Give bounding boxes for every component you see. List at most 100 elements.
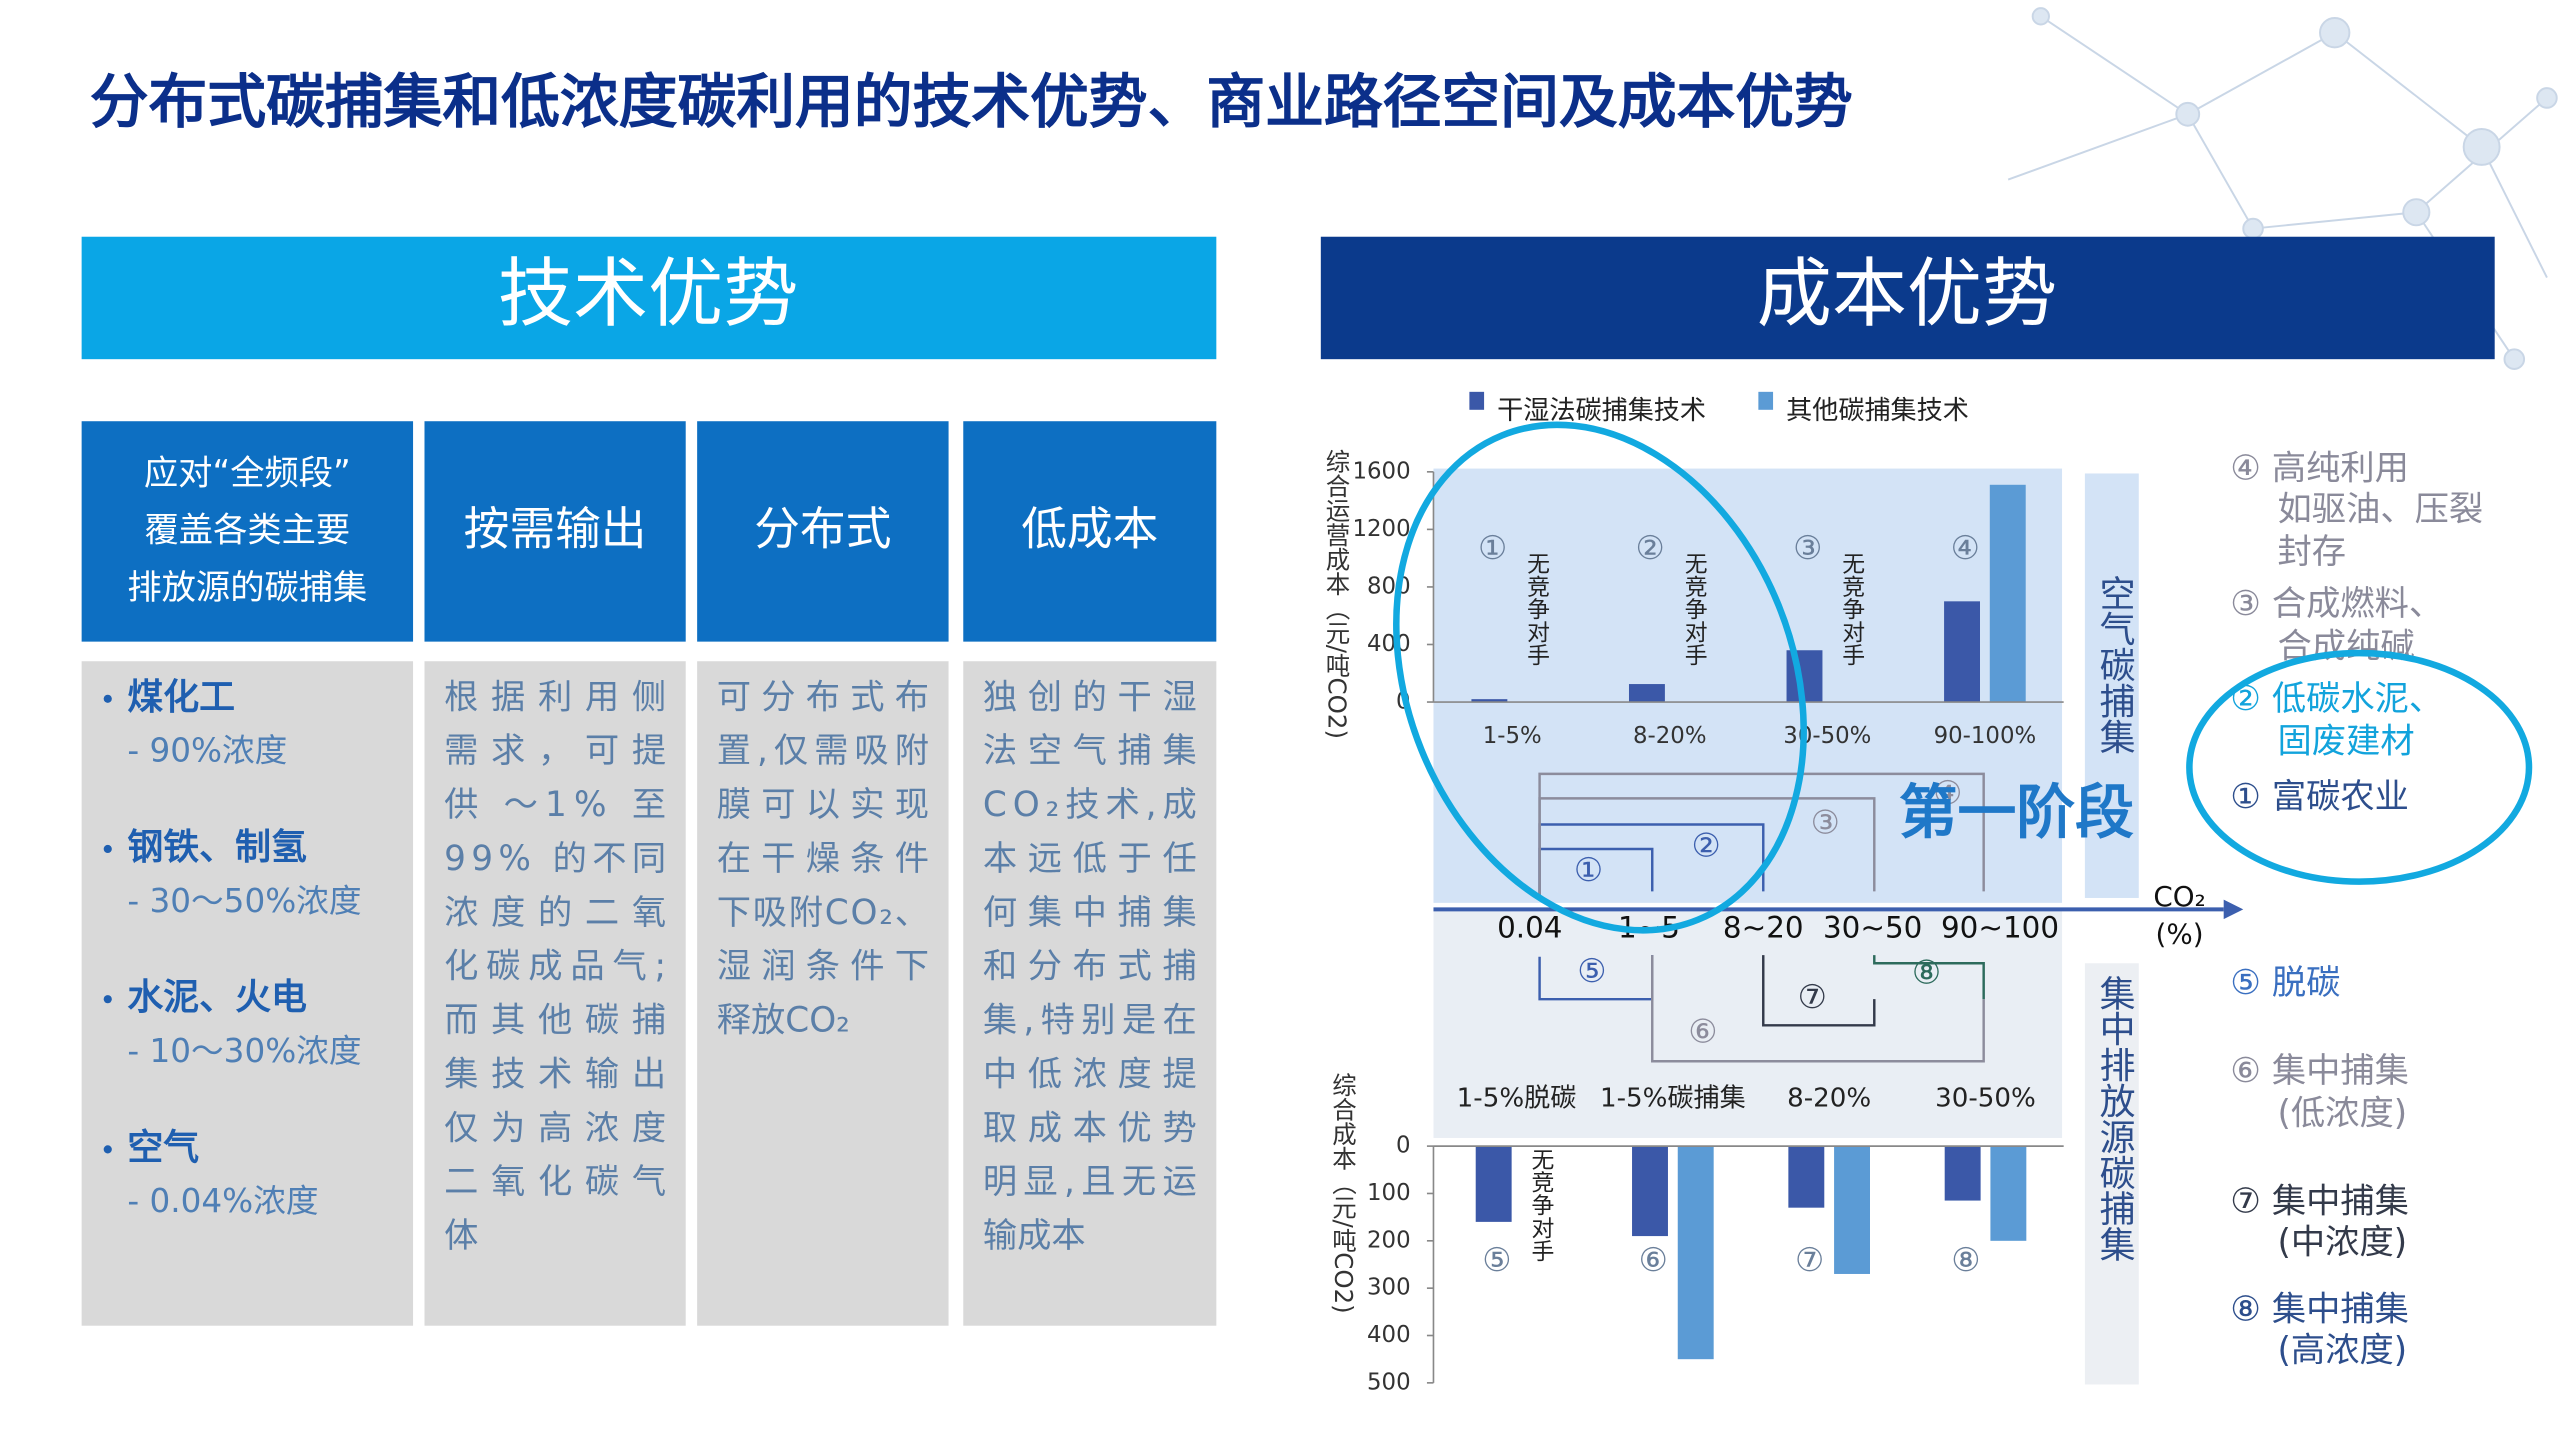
column-body-cell: [697, 661, 949, 1326]
y-tick-label: 1200: [1352, 516, 1410, 542]
body-line: 中低浓度提: [983, 1054, 1197, 1094]
column-header-cell: [81, 421, 414, 642]
body-line: 明显,且无运: [983, 1162, 1197, 1202]
legend-label: 干湿法碳捕集技术: [1497, 396, 1706, 426]
list-line: (中浓度): [2278, 1223, 2408, 1263]
item-head: 空气: [127, 1127, 199, 1168]
body-line: CO₂技术,成: [983, 785, 1197, 825]
axis-label: 30~50: [1823, 910, 1922, 944]
arrow-head: [2223, 899, 2244, 920]
axis-label: 8~20: [1723, 910, 1804, 944]
bullet: [103, 844, 112, 854]
list-line: ⑥ 集中捕集: [2230, 1051, 2409, 1091]
y-tick-label: 400: [1367, 631, 1411, 657]
annotation: 无竞争对手: [1527, 1148, 1554, 1263]
column-header: 低成本: [1021, 503, 1158, 556]
bullet: [103, 694, 112, 703]
panel-header: 技术优势: [498, 249, 798, 337]
y-tick-label: 0: [1396, 1133, 1411, 1159]
body-line: 仅为高浓度: [444, 1108, 666, 1148]
list-line: ② 低碳水泥、: [2230, 679, 2443, 719]
x-tick-label: 30-50%: [1783, 723, 1871, 749]
route-marker: ④: [1933, 774, 1962, 812]
bullet: [103, 995, 112, 1004]
route-line: [1651, 955, 1985, 1063]
stage-marker: ⑥: [1639, 1241, 1668, 1279]
body-line: 体: [444, 1216, 478, 1256]
list-line: ① 富碳农业: [2230, 777, 2409, 817]
column-body-cell: [963, 661, 1217, 1326]
y-tick-label: 1600: [1352, 458, 1410, 484]
highlight: [2186, 649, 2533, 885]
legend-swatch: [1758, 391, 1774, 410]
point-source-zone: [1433, 907, 2063, 1138]
body-line: 法空气捕集: [983, 731, 1197, 771]
x-tick-label: 8-20%: [1633, 723, 1707, 749]
list-line: (低浓度): [2278, 1094, 2408, 1134]
column-header-cell: [697, 421, 949, 642]
body-line: 输成本: [983, 1216, 1086, 1256]
route-marker: ⑥: [1688, 1012, 1717, 1050]
zone-label: 空气碳捕集: [2094, 574, 2135, 754]
column-header: 按需输出: [464, 503, 647, 556]
body-line: 需求，可提: [444, 731, 666, 771]
body-line: 可分布式布: [717, 677, 929, 717]
route-marker: ②: [1691, 826, 1720, 864]
y-tick-label: 500: [1367, 1369, 1411, 1395]
item-sub: - 30～50%浓度: [127, 882, 361, 920]
stage-marker: ⑦: [1795, 1241, 1824, 1279]
stage-marker: ⑧: [1951, 1241, 1980, 1279]
bullet: [103, 1145, 112, 1154]
body-line: 二氧化碳气: [444, 1162, 666, 1202]
body-line: 本远低于任: [983, 839, 1197, 879]
route-marker: ⑦: [1798, 978, 1827, 1016]
body-line: 何集中捕集: [983, 893, 1197, 933]
body-line: 根据利用侧: [444, 677, 666, 717]
bar: [1632, 1146, 1668, 1237]
annotation: 无竞争对手: [1680, 552, 1707, 667]
panel-header: 成本优势: [1757, 249, 2057, 337]
x-tick-label: 1-5%碳捕集: [1600, 1083, 1746, 1113]
list-line: 固废建材: [2278, 721, 2415, 761]
body-line: 湿润条件下: [717, 947, 929, 987]
body-line: 化碳成品气;: [444, 947, 666, 987]
column-header: 覆盖各类主要: [145, 511, 351, 551]
zone-label: 集中排放源碳捕集: [2094, 974, 2136, 1262]
body-line: 供 ～1% 至: [444, 785, 666, 825]
route-marker: ①: [1574, 851, 1603, 889]
zone-label-box: [2084, 963, 2139, 1385]
route-line: [1538, 772, 1985, 895]
x-tick-label: 30-50%: [1935, 1083, 2036, 1113]
bar: [1628, 684, 1665, 703]
bar: [1944, 1146, 1981, 1201]
column-header: 分布式: [754, 503, 891, 556]
body-line: 99% 的不同: [444, 839, 666, 879]
y-tick-label: 200: [1367, 1227, 1411, 1253]
item-head: 钢铁、制氢: [127, 827, 307, 868]
bar: [1944, 601, 1980, 703]
body-line: 独创的干湿: [983, 677, 1197, 717]
body-line: 集技术输出: [444, 1054, 666, 1094]
item-head: 煤化工: [127, 677, 235, 718]
list-line: ⑦ 集中捕集: [2230, 1182, 2409, 1222]
left-header-bar: [81, 236, 1217, 360]
stage-label: 第一阶段: [1899, 777, 2134, 846]
axis-label: 90~100: [1941, 910, 2059, 944]
axis-label: 0.04: [1497, 910, 1562, 944]
x-tick-label: 90-100%: [1934, 723, 2037, 749]
x-tick-label: 8-20%: [1787, 1083, 1871, 1113]
bar: [1989, 484, 2026, 703]
y-axis-title: 综合运营成本（元/吨CO2): [1323, 449, 1352, 739]
y-tick-label: 400: [1367, 1322, 1411, 1348]
body-line: 释放CO₂: [717, 1001, 850, 1041]
bar: [1475, 1146, 1512, 1222]
stage-marker: ③: [1793, 529, 1822, 567]
stage-marker: ④: [1951, 529, 1980, 567]
column-header: 排放源的碳捕集: [127, 568, 367, 608]
body-line: 下吸附CO₂、: [717, 893, 929, 933]
item-sub: - 10～30%浓度: [127, 1032, 361, 1070]
body-line: 置,仅需吸附: [717, 731, 929, 771]
body-line: 取成本优势: [983, 1108, 1197, 1148]
column-header-cell: [963, 421, 1217, 642]
list-line: ⑧ 集中捕集: [2230, 1290, 2409, 1330]
